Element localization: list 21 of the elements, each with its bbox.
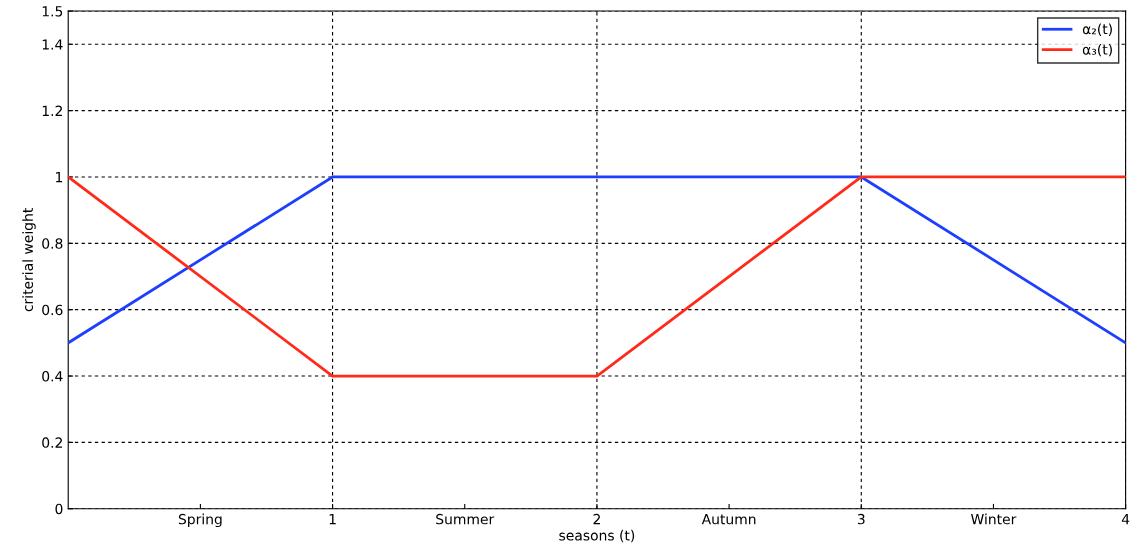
y-tick-label: 1.2	[42, 105, 62, 116]
x-tick-label: Summer	[436, 513, 495, 525]
y-axis-title: criterial weight	[22, 208, 36, 312]
y-tick-label: 0.2	[42, 437, 62, 448]
x-tick-label: Spring	[178, 513, 222, 528]
y-tick-label: 1	[56, 172, 63, 183]
y-tick-label: 0	[55, 503, 63, 515]
x-axis-title: seasons (t)	[559, 529, 635, 543]
legend-label: α₃(t)	[1082, 43, 1112, 57]
x-tick-label: 3	[857, 513, 865, 525]
x-tick-label: 1	[329, 514, 336, 525]
y-tick-label: 0.8	[42, 238, 63, 249]
x-tick-label: Autumn	[701, 514, 756, 525]
y-tick-label: 0.6	[42, 304, 63, 316]
legend-label: α₂(t)	[1082, 23, 1112, 36]
y-tick-label: 1.4	[42, 39, 63, 50]
y-tick-label: 1.5	[42, 6, 63, 17]
x-tick-label: Winter	[971, 513, 1017, 525]
x-tick-label: 2	[593, 513, 600, 525]
y-tick-label: 0.4	[42, 371, 63, 382]
x-tick-label: 4	[1121, 514, 1130, 525]
